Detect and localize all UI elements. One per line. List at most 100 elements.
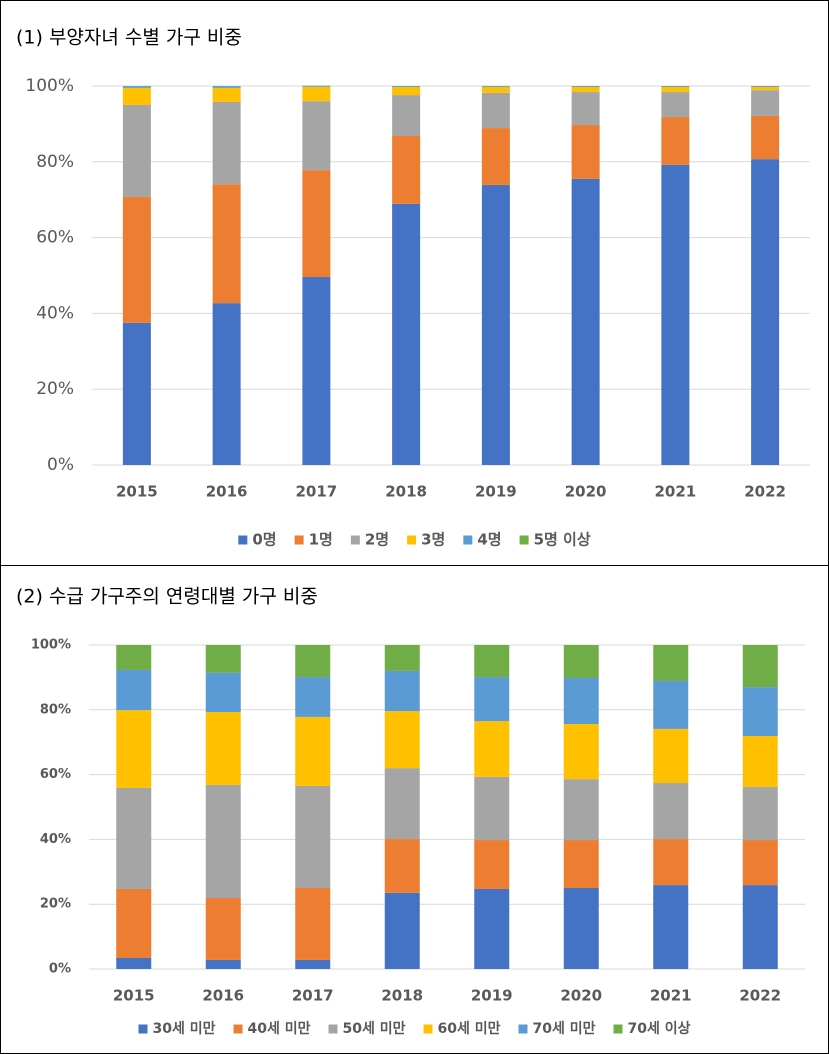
bar-segment xyxy=(212,86,241,88)
y-tick-label: 80% xyxy=(36,152,74,172)
bar-segment xyxy=(653,645,689,681)
legend-label: 70세 이상 xyxy=(628,1020,691,1037)
bar-segment xyxy=(116,957,152,969)
bar-segment xyxy=(563,678,599,725)
bar-segment xyxy=(653,680,689,729)
bar-segment xyxy=(212,101,241,185)
x-tick-label: 2021 xyxy=(650,987,692,1005)
bar-segment xyxy=(742,885,778,969)
x-tick-label: 2016 xyxy=(202,987,244,1005)
x-tick-label: 2015 xyxy=(116,483,158,501)
bar-segment xyxy=(571,125,600,179)
bar-segment xyxy=(205,645,241,673)
bar-segment xyxy=(751,86,780,88)
bar-segment xyxy=(481,128,510,185)
bar-segment xyxy=(563,645,599,679)
y-tick-label: 20% xyxy=(36,379,74,399)
bar-segment xyxy=(116,710,152,788)
bar-segment xyxy=(563,888,599,969)
bar-segment xyxy=(661,86,690,88)
bar-segment xyxy=(742,786,778,841)
bar-segment xyxy=(392,136,421,204)
bar-segment xyxy=(392,95,421,137)
y-tick-label: 40% xyxy=(40,832,71,847)
bar-segment xyxy=(122,104,151,198)
x-tick-label: 2022 xyxy=(744,483,786,501)
bar-segment xyxy=(392,87,421,96)
legend-label: 4명 xyxy=(477,531,501,549)
bar-segment xyxy=(661,164,690,465)
bar-segment xyxy=(295,959,331,969)
bar-segment xyxy=(302,86,331,87)
bar-segment xyxy=(563,779,599,841)
x-tick-label: 2017 xyxy=(296,483,338,501)
bar-segment xyxy=(384,839,420,893)
bar-segment xyxy=(571,87,600,93)
legend-label: 60세 미만 xyxy=(438,1021,501,1037)
x-tick-label: 2021 xyxy=(655,483,697,501)
legend-swatch xyxy=(463,535,473,545)
bar-segment xyxy=(661,117,690,165)
bar-segment xyxy=(661,87,690,93)
bar-segment xyxy=(302,170,331,278)
bar-segment xyxy=(302,101,331,171)
bar-segment xyxy=(122,322,151,465)
bar-segment xyxy=(384,670,420,712)
bar-segment xyxy=(474,840,510,889)
y-tick-label: 20% xyxy=(40,897,71,912)
legend-swatch xyxy=(613,1024,623,1034)
bar-segment xyxy=(122,197,151,323)
bar-segment xyxy=(212,184,241,304)
bar-segment xyxy=(295,677,331,717)
bar-segment xyxy=(212,87,241,102)
bar-segment xyxy=(742,645,778,688)
bar-segment xyxy=(653,885,689,969)
bar-segment xyxy=(571,178,600,466)
x-tick-label: 2018 xyxy=(381,987,423,1005)
legend-swatch xyxy=(328,1024,338,1034)
bar-segment xyxy=(205,712,241,785)
bar-segment xyxy=(205,959,241,969)
x-tick-label: 2022 xyxy=(739,987,781,1005)
x-tick-label: 2017 xyxy=(292,987,334,1005)
bar-segment xyxy=(481,184,510,465)
bar-segment xyxy=(205,898,241,960)
legend-label: 40세 미만 xyxy=(248,1021,311,1037)
y-tick-label: 0% xyxy=(47,455,74,475)
x-tick-label: 2016 xyxy=(206,483,248,501)
legend-swatch xyxy=(407,535,417,545)
bar-segment xyxy=(481,92,510,129)
legend-label: 2명 xyxy=(365,531,389,549)
chart-title: (1) 부양자녀 수별 가구 비중 xyxy=(16,27,242,49)
bar-segment xyxy=(212,303,241,465)
legend-label: 50세 미만 xyxy=(343,1021,406,1037)
x-tick-label: 2015 xyxy=(113,987,155,1005)
legend-label: 5명 이상 xyxy=(534,531,591,549)
legend-label: 0명 xyxy=(252,531,276,549)
bar-segment xyxy=(116,787,152,889)
legend-swatch xyxy=(518,1024,528,1034)
bar-segment xyxy=(742,736,778,787)
bar-segment xyxy=(122,86,151,88)
legend-swatch xyxy=(423,1024,433,1034)
y-tick-label: 80% xyxy=(40,702,71,717)
y-tick-label: 100% xyxy=(25,76,74,96)
bar-segment xyxy=(295,645,331,678)
bar-segment xyxy=(295,888,331,960)
y-tick-label: 40% xyxy=(36,303,74,323)
bar-segment xyxy=(116,645,152,670)
bar-segment xyxy=(653,728,689,784)
bar-segment xyxy=(751,115,780,160)
bar-segment xyxy=(392,203,421,465)
bar-segment xyxy=(751,90,780,116)
bar-segment xyxy=(295,785,331,888)
bar-segment xyxy=(742,840,778,886)
bar-segment xyxy=(563,840,599,888)
legend-swatch xyxy=(350,535,360,545)
chart-title: (2) 수급 가구주의 연령대별 가구 비중 xyxy=(16,586,318,608)
legend-swatch xyxy=(238,535,248,545)
bar-segment xyxy=(653,839,689,886)
bar-segment xyxy=(384,892,420,969)
y-tick-label: 60% xyxy=(40,767,71,782)
